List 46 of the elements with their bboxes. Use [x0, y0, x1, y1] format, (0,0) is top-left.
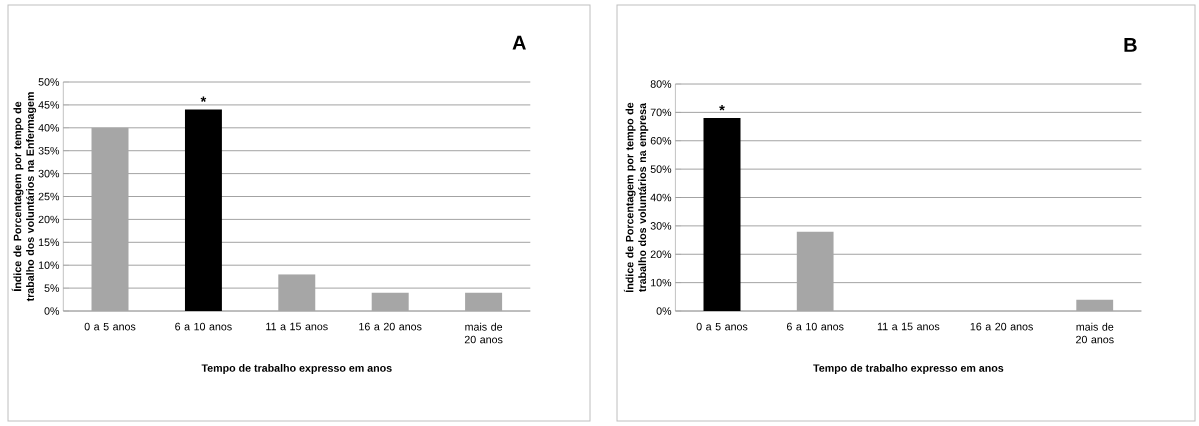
y-tick-label: 25% [38, 192, 60, 201]
bar [91, 127, 129, 311]
x-tick-label: 0 a 5 anos [84, 322, 136, 331]
x-axis-title: Tempo de trabalho expresso em anos [813, 364, 1004, 374]
chart-title: A [512, 35, 526, 50]
y-axis-title: Índice de Porcentagem por tempo de trabalho dos voluntários na empresa [623, 102, 649, 293]
y-tick-label: 80% [650, 80, 672, 88]
y-axis-title: Índice de Porcentagem por tempo de trabalho dos voluntários na Enfermagem [11, 92, 37, 302]
y-tick-label: 50% [650, 165, 672, 173]
y-tick-label: 70% [650, 108, 672, 117]
bar [1076, 299, 1114, 311]
y-tick-label: 15% [38, 238, 60, 247]
x-tick-label: 16 a 20 anos [359, 322, 422, 331]
y-tick-label: 45% [38, 101, 60, 109]
y-tick-label: 35% [38, 146, 60, 155]
y-tick-label: 30% [650, 222, 672, 230]
bar [184, 109, 222, 311]
annotation: * [200, 96, 207, 102]
x-tick-label: 16 a 20 anos [970, 322, 1033, 331]
x-axis-title: Tempo de trabalho expresso em anos [201, 364, 392, 374]
x-tick-label: mais de 20 anos [464, 322, 503, 344]
bar [278, 274, 316, 311]
y-tick-label: 40% [650, 193, 672, 202]
chart-title: B [1124, 38, 1137, 52]
y-tick-label: 20% [38, 215, 60, 224]
x-tick-label: 11 a 15 anos [266, 322, 328, 331]
bar [703, 118, 741, 311]
y-tick-label: 10% [38, 261, 60, 269]
bar [465, 292, 503, 311]
y-tick-label: 40% [38, 124, 60, 132]
x-tick-label: 11 a 15 anos [877, 322, 940, 331]
y-tick-label: 10% [651, 278, 672, 287]
x-tick-label: 6 a 10 anos [786, 322, 844, 331]
bar [371, 292, 409, 311]
y-tick-label: 0% [656, 307, 672, 315]
x-tick-label: 6 a 10 anos [175, 322, 232, 331]
y-tick-label: 5% [44, 284, 60, 292]
annotation: * [719, 105, 725, 111]
y-tick-label: 60% [650, 136, 672, 145]
y-tick-label: 30% [38, 169, 60, 178]
y-tick-label: 50% [38, 78, 60, 86]
x-tick-label: 0 a 5 anos [696, 322, 748, 331]
bar [796, 231, 834, 311]
y-tick-label: 0% [44, 307, 60, 315]
y-tick-label: 20% [650, 250, 672, 259]
x-tick-label: mais de 20 anos [1076, 322, 1114, 344]
